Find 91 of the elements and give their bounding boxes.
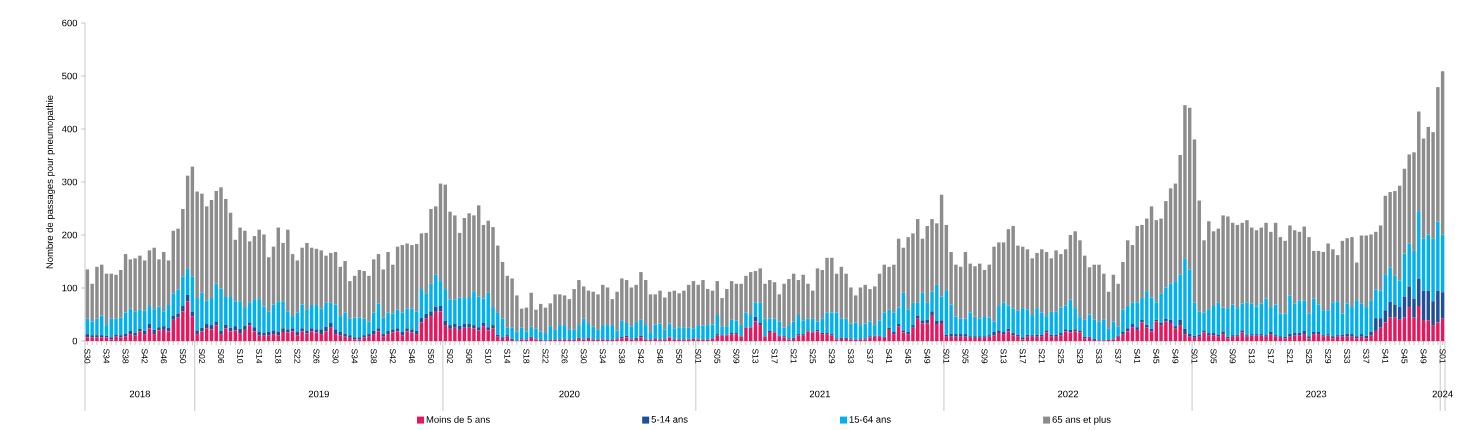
x-tick-label: S09 <box>981 348 988 364</box>
x-tick-label: S13 <box>1248 348 1255 364</box>
x-tick-label: S01 <box>1439 348 1446 364</box>
x-tick-label: S25 <box>809 348 816 364</box>
text: 2023 <box>1306 390 1327 398</box>
x-tick-label: S45 <box>1153 348 1160 364</box>
y-tick-label: 600 <box>62 19 78 27</box>
y-tick-label: 200 <box>62 231 78 239</box>
x-tick-label: S38 <box>122 348 129 364</box>
x-tick-label: S26 <box>561 348 568 364</box>
x-tick-label: S50 <box>179 348 186 364</box>
x-tick-label: S14 <box>256 348 263 364</box>
y-axis-title: Nombre de passages pour pneumopathie <box>46 95 55 269</box>
x-tick-label: S17 <box>1267 348 1274 364</box>
x-tick-label: S13 <box>752 348 759 364</box>
x-tick-label: S30 <box>580 348 587 364</box>
x-tick-label: S21 <box>1038 348 1045 364</box>
x-tick-label: S22 <box>294 348 301 364</box>
y-tick-label: 0 <box>72 337 78 345</box>
x-tick-label: S25 <box>1306 348 1312 364</box>
x-tick-label: S02 <box>447 348 454 364</box>
x-tick-label: S37 <box>866 348 873 364</box>
x-tick-label: S45 <box>1401 348 1408 364</box>
x-tick-label: S38 <box>618 348 625 364</box>
x-tick-label: S42 <box>637 348 644 364</box>
x-tick-label: S41 <box>1134 348 1141 364</box>
x-tick-label: S41 <box>1382 348 1389 364</box>
x-tick-label: S21 <box>1286 348 1293 364</box>
x-tick-label: S26 <box>313 348 320 364</box>
x-tick-label: S09 <box>733 348 740 364</box>
x-tick-label: S10 <box>237 348 244 364</box>
x-tick-label: S30 <box>332 348 339 364</box>
x-tick-label: S34 <box>351 348 358 364</box>
text: 2020 <box>559 390 580 398</box>
x-tick-label: S02 <box>198 348 205 364</box>
text: 2024 <box>1432 390 1453 398</box>
x-tick-label: S18 <box>275 348 282 364</box>
x-tick-label: S05 <box>714 348 721 364</box>
x-tick-label: S49 <box>924 348 931 364</box>
x-tick-label: S33 <box>847 348 854 364</box>
text: 2018 <box>129 390 151 398</box>
x-tick-label: S21 <box>790 348 797 364</box>
x-tick-label: S25 <box>1057 348 1064 364</box>
x-tick-label: S06 <box>466 348 473 364</box>
y-tick-label: 100 <box>62 284 78 292</box>
text: 2022 <box>1057 390 1079 398</box>
x-tick-label: S06 <box>218 348 224 364</box>
x-tick-label: S37 <box>1115 348 1122 364</box>
x-tick-label: S33 <box>1096 348 1103 364</box>
x-tick-label: S50 <box>427 348 434 364</box>
x-tick-label: S18 <box>523 348 530 364</box>
x-tick-label: S45 <box>905 348 912 364</box>
text: 2019 <box>308 390 329 398</box>
x-tick-label: S30 <box>84 348 91 364</box>
x-tick-label: S10 <box>485 348 492 364</box>
legend-label: 15-64 ans <box>849 416 891 423</box>
x-tick-label: S29 <box>1076 348 1083 364</box>
x-tick-label: S01 <box>1191 348 1198 364</box>
x-tick-label: S01 <box>695 348 702 364</box>
x-tick-label: S46 <box>408 348 415 364</box>
x-tick-label: S41 <box>886 348 893 364</box>
legend-label: Moins de 5 ans <box>426 415 490 423</box>
x-tick-label: S49 <box>1172 348 1179 364</box>
y-tick-label: 500 <box>62 72 78 80</box>
x-tick-label: S05 <box>1210 348 1217 364</box>
x-tick-label: S49 <box>1420 348 1427 364</box>
x-tick-label: S14 <box>504 348 511 364</box>
x-tick-label: S37 <box>1363 348 1370 364</box>
x-tick-label: S34 <box>599 348 606 364</box>
x-tick-label: S13 <box>1000 348 1007 364</box>
x-tick-label: S33 <box>1344 348 1351 364</box>
y-tick-label: 300 <box>62 178 78 186</box>
x-tick-label: S46 <box>160 348 167 364</box>
x-tick-label: S34 <box>103 348 110 364</box>
text: 2021 <box>809 390 830 398</box>
x-tick-label: S22 <box>542 348 549 364</box>
legend-label: 65 ans et plus <box>1052 415 1111 425</box>
x-tick-label: S17 <box>771 348 778 364</box>
x-tick-label: S29 <box>828 348 835 364</box>
x-tick-label: S50 <box>676 348 683 364</box>
x-tick-label: S17 <box>1019 348 1026 364</box>
x-tick-label: S05 <box>962 348 969 364</box>
legend-label: 5-14 ans <box>651 416 688 423</box>
x-tick-label: S46 <box>657 348 664 364</box>
x-tick-label: S42 <box>389 348 396 364</box>
x-tick-label: S01 <box>943 348 950 364</box>
x-tick-label: S29 <box>1325 348 1332 364</box>
x-tick-label: S42 <box>141 348 148 364</box>
x-tick-label: S38 <box>370 348 377 364</box>
x-tick-label: S09 <box>1229 348 1236 364</box>
y-tick-label: 400 <box>61 125 78 133</box>
